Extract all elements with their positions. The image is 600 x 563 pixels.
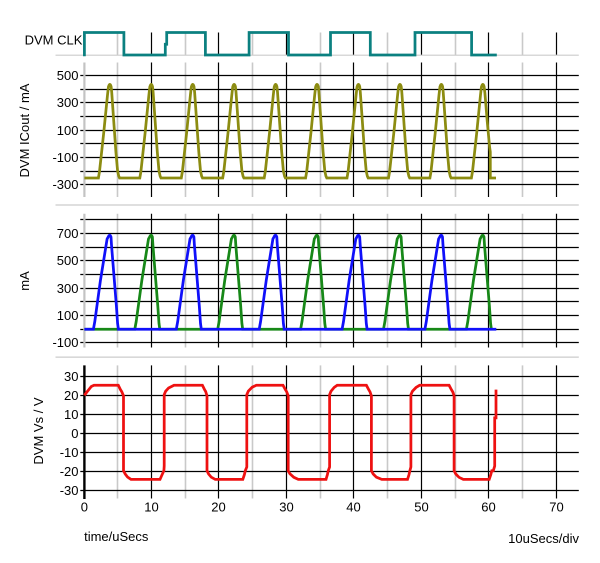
svg-text:10: 10 bbox=[64, 407, 78, 422]
svg-text:100: 100 bbox=[57, 123, 79, 138]
svg-text:70: 70 bbox=[549, 499, 563, 514]
svg-text:500: 500 bbox=[57, 253, 79, 268]
svg-text:10: 10 bbox=[144, 499, 158, 514]
svg-text:DVM ICout / mA: DVM ICout / mA bbox=[17, 83, 32, 177]
svg-text:30: 30 bbox=[279, 499, 293, 514]
svg-text:time/uSecs: time/uSecs bbox=[84, 529, 149, 544]
svg-text:40: 40 bbox=[346, 499, 360, 514]
svg-text:50: 50 bbox=[414, 499, 428, 514]
svg-text:500: 500 bbox=[57, 68, 79, 83]
svg-text:20: 20 bbox=[211, 499, 225, 514]
svg-text:0: 0 bbox=[71, 426, 78, 441]
svg-text:10uSecs/div: 10uSecs/div bbox=[508, 531, 579, 546]
svg-text:-100: -100 bbox=[52, 150, 78, 165]
svg-text:60: 60 bbox=[481, 499, 495, 514]
svg-text:700: 700 bbox=[57, 226, 79, 241]
svg-text:-300: -300 bbox=[52, 177, 78, 192]
svg-text:-30: -30 bbox=[60, 483, 79, 498]
svg-text:100: 100 bbox=[57, 308, 79, 323]
svg-text:mA: mA bbox=[17, 271, 32, 291]
svg-text:20: 20 bbox=[64, 388, 78, 403]
svg-text:-100: -100 bbox=[52, 335, 78, 350]
svg-text:-20: -20 bbox=[60, 464, 79, 479]
svg-text:-10: -10 bbox=[60, 445, 79, 460]
svg-text:30: 30 bbox=[64, 369, 78, 384]
svg-text:DVM Vs / V: DVM Vs / V bbox=[31, 397, 46, 465]
svg-text:DVM CLK: DVM CLK bbox=[25, 32, 83, 47]
svg-text:0: 0 bbox=[81, 499, 88, 514]
svg-text:300: 300 bbox=[57, 95, 79, 110]
svg-text:300: 300 bbox=[57, 281, 79, 296]
